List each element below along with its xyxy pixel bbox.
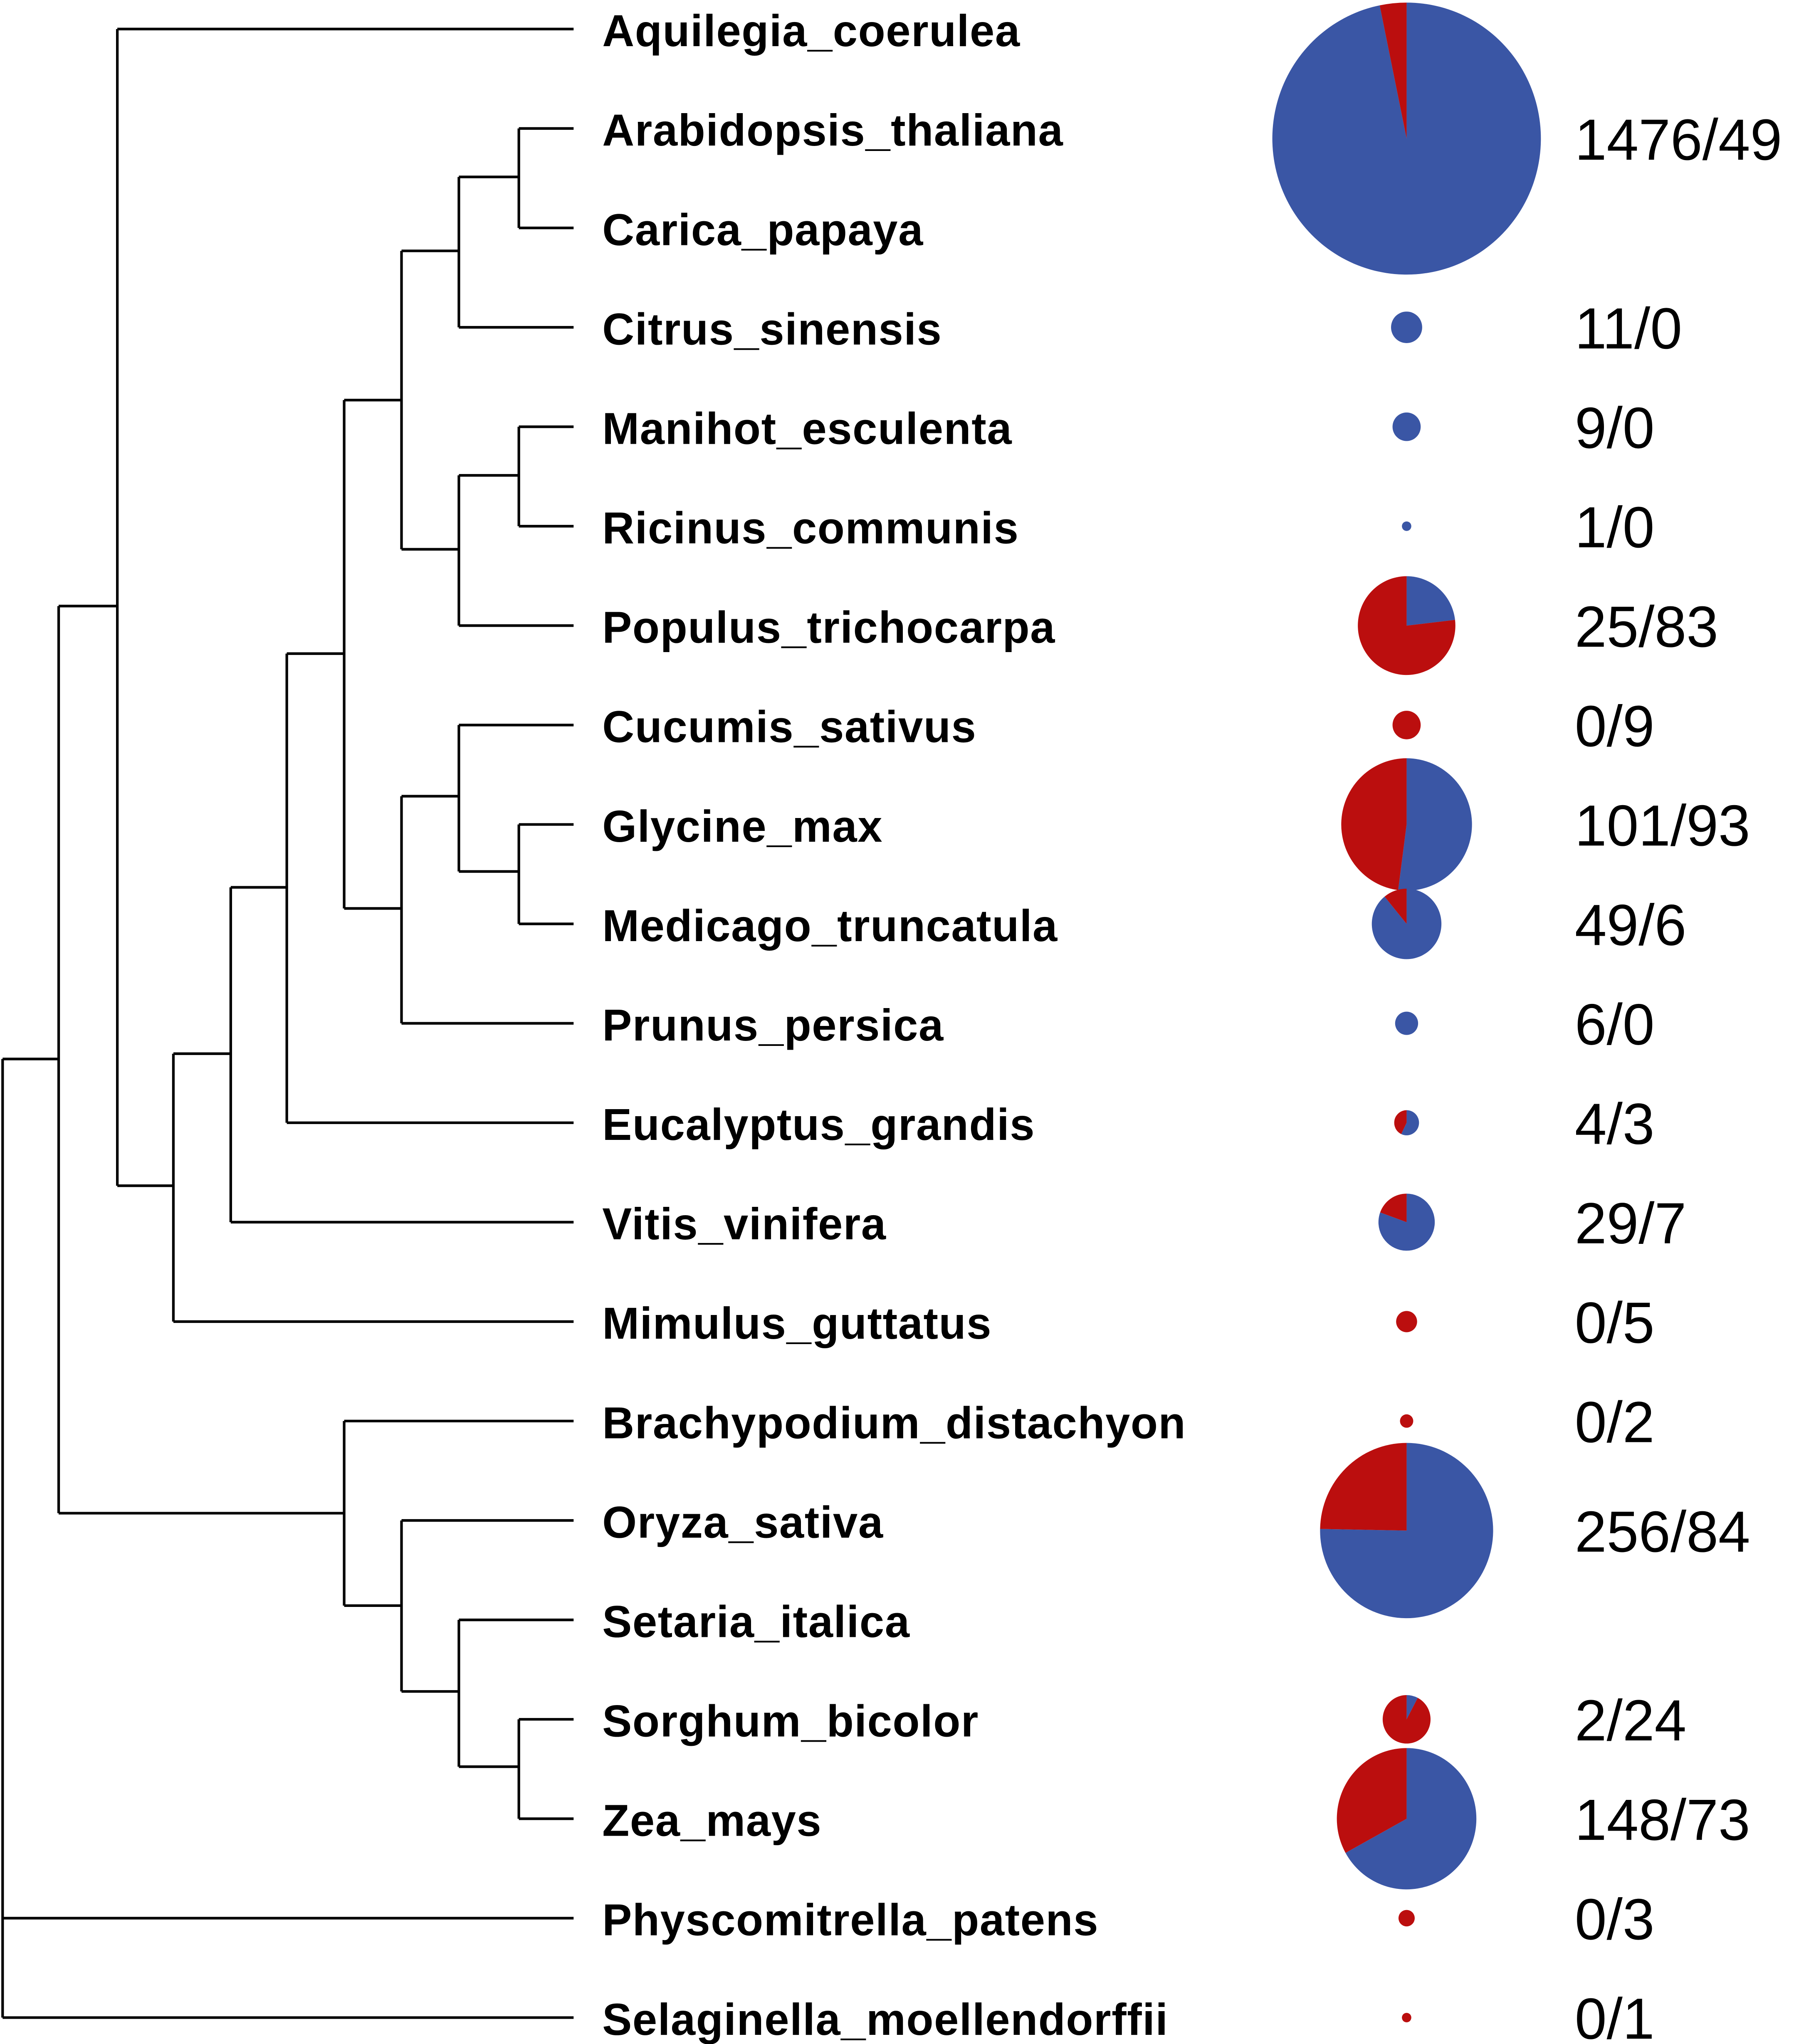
taxon-label: Brachypodium_distachyon bbox=[602, 1398, 1186, 1448]
pie-slice-blue bbox=[1345, 1748, 1477, 1890]
count-label: 6/0 bbox=[1575, 992, 1655, 1057]
count-labels: 1476/49 11/0 9/0 1/0 25/83 0/9 101/93 49/6 6/0 4/… bbox=[1575, 107, 1782, 2044]
taxon-label: Manihot_esculenta bbox=[602, 403, 1012, 454]
pie-chart bbox=[1382, 1695, 1431, 1744]
taxon-label: Aquilegia_coerulea bbox=[602, 6, 1020, 56]
pie-chart bbox=[1391, 311, 1422, 344]
taxon-label: Ricinus_communis bbox=[602, 503, 1019, 553]
count-label: 0/1 bbox=[1575, 1987, 1655, 2044]
pie-slice-red bbox=[1380, 1194, 1407, 1222]
taxon-label: Cucumis_sativus bbox=[602, 702, 976, 752]
pie-slice-red bbox=[1337, 1748, 1407, 1853]
pie-chart bbox=[1402, 2013, 1411, 2022]
count-label: 0/3 bbox=[1575, 1887, 1655, 1952]
pie-chart bbox=[1392, 412, 1421, 441]
count-label: 4/3 bbox=[1575, 1092, 1655, 1157]
taxon-label: Populus_trichocarpa bbox=[602, 602, 1055, 652]
taxon-label: Citrus_sinensis bbox=[602, 304, 942, 354]
count-label: 1476/49 bbox=[1575, 107, 1782, 172]
pie-slice-blue bbox=[1401, 1110, 1419, 1135]
taxon-label: Selaginella_moellendorffii bbox=[602, 1994, 1168, 2044]
count-label: 148/73 bbox=[1575, 1787, 1750, 1852]
count-label: 1/0 bbox=[1575, 495, 1655, 560]
pie-chart bbox=[1392, 711, 1421, 739]
pie-slice-blue bbox=[1402, 521, 1411, 531]
pie-chart bbox=[1272, 2, 1541, 275]
count-label: 9/0 bbox=[1575, 395, 1655, 460]
pie-slice-red bbox=[1341, 758, 1407, 890]
pie-slice-red bbox=[1400, 1414, 1414, 1428]
pie-slice-red bbox=[1358, 576, 1456, 675]
taxon-labels: Aquilegia_coerulea Arabidopsis_thaliana Ca… bbox=[602, 6, 1186, 2044]
pie-slice-blue bbox=[1398, 758, 1472, 891]
pie-charts bbox=[1272, 2, 1541, 2022]
pie-slice-red bbox=[1379, 2, 1407, 139]
pie-slice-blue bbox=[1378, 1194, 1435, 1251]
taxon-label: Vitis_vinifera bbox=[602, 1199, 886, 1249]
taxon-label: Zea_mays bbox=[602, 1795, 822, 1846]
taxon-label: Sorghum_bicolor bbox=[602, 1696, 979, 1746]
pie-chart bbox=[1398, 1910, 1415, 1927]
pie-chart bbox=[1378, 1194, 1435, 1251]
taxon-label: Oryza_sativa bbox=[602, 1497, 883, 1547]
pie-slice-red bbox=[1402, 2013, 1411, 2022]
taxon-label: Eucalyptus_grandis bbox=[602, 1099, 1035, 1149]
pie-slice-blue bbox=[1395, 1011, 1418, 1035]
count-label: 256/84 bbox=[1575, 1499, 1750, 1564]
count-label: 25/83 bbox=[1575, 594, 1718, 659]
pie-slice-red bbox=[1384, 888, 1407, 924]
taxon-label: Arabidopsis_thaliana bbox=[602, 105, 1063, 156]
count-label: 29/7 bbox=[1575, 1191, 1686, 1256]
pie-slice-blue bbox=[1391, 311, 1422, 344]
pie-chart bbox=[1320, 1443, 1493, 1619]
count-label: 101/93 bbox=[1575, 793, 1750, 858]
pie-chart bbox=[1394, 1110, 1419, 1135]
pie-chart bbox=[1395, 1011, 1418, 1035]
count-label: 0/2 bbox=[1575, 1390, 1655, 1455]
pie-slice-red bbox=[1398, 1910, 1415, 1927]
taxon-label: Glycine_max bbox=[602, 801, 883, 851]
pie-slice-red bbox=[1382, 1695, 1431, 1744]
pie-chart bbox=[1402, 521, 1411, 531]
pie-slice-blue bbox=[1272, 2, 1541, 275]
count-label: 2/24 bbox=[1575, 1688, 1686, 1753]
taxon-label: Carica_papaya bbox=[602, 205, 924, 255]
pie-slice-red bbox=[1392, 711, 1421, 739]
taxon-label: Prunus_persica bbox=[602, 1000, 944, 1050]
pie-chart bbox=[1371, 888, 1442, 959]
pie-slice-blue bbox=[1406, 576, 1455, 626]
count-label: 49/6 bbox=[1575, 893, 1686, 958]
pie-chart bbox=[1337, 1748, 1477, 1890]
count-label: 0/5 bbox=[1575, 1290, 1655, 1355]
tree-branches bbox=[1, 27, 574, 2019]
pie-slice-blue bbox=[1406, 1695, 1418, 1720]
pie-slice-red bbox=[1396, 1311, 1417, 1332]
taxon-label: Medicago_truncatula bbox=[602, 900, 1058, 951]
pie-slice-red bbox=[1320, 1443, 1407, 1531]
taxon-label: Setaria_italica bbox=[602, 1597, 910, 1647]
pie-chart bbox=[1358, 576, 1456, 675]
pie-slice-red bbox=[1394, 1110, 1407, 1134]
pie-chart bbox=[1396, 1311, 1417, 1332]
pie-slice-blue bbox=[1392, 412, 1421, 441]
count-label: 0/9 bbox=[1575, 694, 1655, 759]
taxon-label: Physcomitrella_patens bbox=[602, 1895, 1099, 1945]
pie-chart bbox=[1341, 758, 1472, 891]
taxon-label: Mimulus_guttatus bbox=[602, 1298, 992, 1349]
pie-chart bbox=[1400, 1414, 1414, 1428]
count-label: 11/0 bbox=[1575, 296, 1682, 361]
